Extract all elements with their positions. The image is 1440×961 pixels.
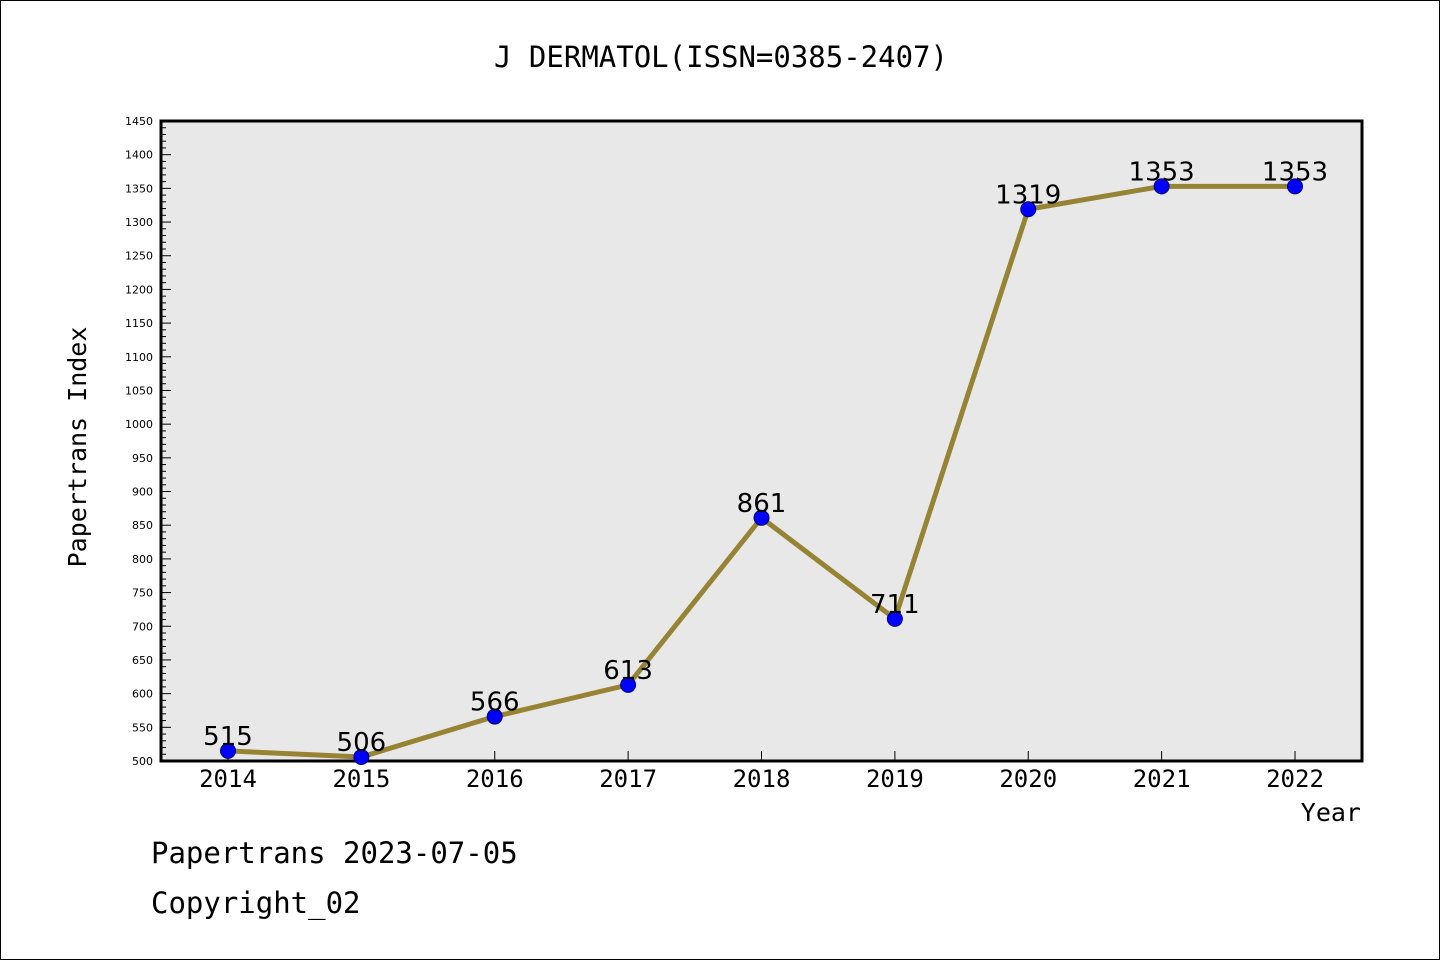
- data-label: 1353: [1129, 157, 1195, 187]
- y-tick-label: 950: [132, 452, 153, 465]
- x-tick-label: 2020: [999, 765, 1057, 793]
- data-point-marker: [353, 748, 370, 765]
- y-tick-label: 1400: [125, 149, 153, 162]
- x-tick-label: 2018: [733, 765, 791, 793]
- footer-copyright-text: Copyright_02: [151, 886, 361, 920]
- series-markers: [220, 178, 1303, 765]
- y-tick-label: 1150: [125, 317, 153, 330]
- data-label: 861: [737, 489, 787, 519]
- y-axis: 500 550 600 650 700 750 800 850 900 950 1000 1050 11…: [125, 115, 171, 768]
- y-tick-label: 550: [132, 721, 153, 734]
- x-tick-label: 2014: [199, 765, 257, 793]
- y-tick-label: 800: [132, 553, 153, 566]
- x-axis-label: Year: [1301, 798, 1361, 827]
- data-label: 515: [203, 722, 253, 752]
- x-tick-label: 2021: [1133, 765, 1191, 793]
- x-tick-label: 2019: [866, 765, 924, 793]
- y-tick-label: 1450: [125, 115, 153, 128]
- data-labels: 515 506 566 613 861 711 1319 1353 1353: [203, 157, 1328, 758]
- data-point-marker: [1153, 178, 1170, 195]
- y-tick-label: 1250: [125, 250, 153, 263]
- x-tick-label: 2015: [332, 765, 390, 793]
- y-tick-label: 1050: [125, 384, 153, 397]
- data-point-marker: [1287, 178, 1303, 195]
- data-label: 566: [470, 688, 520, 718]
- x-tick-label: 2022: [1266, 765, 1324, 793]
- data-point-marker: [220, 742, 236, 759]
- data-label: 506: [337, 728, 387, 758]
- data-point-marker: [1020, 201, 1037, 218]
- y-tick-label: 700: [132, 620, 153, 633]
- y-tick-label: 500: [132, 755, 153, 768]
- y-tick-label: 650: [132, 654, 153, 667]
- y-tick-label: 600: [132, 688, 153, 701]
- data-point-marker: [486, 708, 503, 725]
- y-tick-label: 850: [132, 519, 153, 532]
- data-point-marker: [886, 610, 903, 627]
- plot-area: [159, 119, 1364, 763]
- x-axis: 2014 2015 2016 2017 2018 2019 2020 2021 2022: [199, 751, 1324, 793]
- y-tick-label: 1350: [125, 182, 153, 195]
- x-tick-label: 2017: [599, 765, 657, 793]
- data-point-marker: [620, 676, 637, 693]
- y-tick-label: 1300: [125, 216, 153, 229]
- data-label: 1319: [995, 180, 1061, 210]
- y-axis-label: Papertrans Index: [63, 327, 92, 568]
- y-tick-label: 1000: [125, 418, 153, 431]
- chart-title: J DERMATOL(ISSN=0385-2407): [494, 40, 948, 74]
- y-tick-label: 1100: [125, 351, 153, 364]
- data-label: 711: [870, 590, 920, 620]
- footer-date-text: Papertrans 2023-07-05: [151, 836, 518, 870]
- y-tick-label: 900: [132, 486, 153, 499]
- data-label: 613: [603, 656, 653, 686]
- y-tick-label: 750: [132, 587, 153, 600]
- data-label: 1353: [1262, 157, 1328, 187]
- x-tick-label: 2016: [466, 765, 524, 793]
- y-tick-label: 1200: [125, 283, 153, 296]
- data-point-marker: [753, 509, 770, 526]
